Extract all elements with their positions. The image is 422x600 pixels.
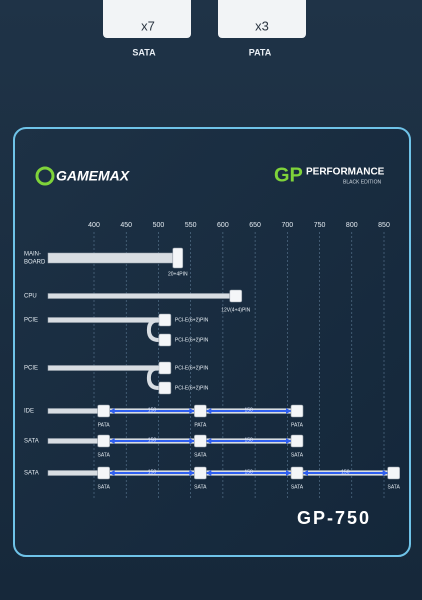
count: x3 [255, 18, 269, 33]
connector-label: PATA [291, 422, 304, 428]
cable-label: SATA [24, 471, 39, 477]
connector [290, 466, 304, 480]
connector-label: SATA [194, 484, 207, 490]
connector-label: PCI-E(6+2)PIN [175, 337, 209, 343]
scale-tick-label: 450 [120, 222, 132, 229]
connector-label: PCI-E(6+2)PIN [175, 385, 209, 391]
cable-label: MAIN- [24, 252, 41, 258]
cable-diagram: 400 450 500 550 600 650 700 750 800 850 MAIN- BOARD… [24, 222, 400, 500]
connector [194, 434, 207, 448]
count: x7 [141, 18, 155, 33]
span-label: 150 [148, 469, 157, 475]
connector [158, 381, 172, 395]
connector [158, 361, 172, 375]
connector [229, 289, 243, 303]
scale-tick-label: 750 [314, 222, 326, 229]
connector-label: SATA [98, 452, 111, 458]
connector [290, 404, 304, 418]
connector [97, 434, 110, 448]
series-subline: BLACK EDITION [343, 179, 381, 185]
connector-label: 20+4PIN [168, 271, 188, 277]
cable-label: PCIE [24, 318, 38, 324]
cable-label: BOARD [24, 260, 46, 266]
connector-label: SATA [291, 452, 304, 458]
cable [47, 252, 179, 264]
connector-label: SATA [291, 484, 304, 490]
cable [47, 293, 237, 299]
connector [194, 466, 207, 480]
scale-tick-label: 850 [378, 222, 390, 229]
connector [158, 333, 172, 347]
cable [47, 365, 166, 371]
connector [290, 434, 304, 448]
cable-label: CPU [24, 294, 37, 300]
model: GP-750 [297, 508, 371, 528]
item-label: SATA [132, 47, 156, 57]
scale-tick-label: 500 [153, 222, 165, 229]
series: GP [274, 164, 303, 186]
connector-label: PCI-E(6+2)PIN [175, 317, 209, 323]
connector-label: PATA [194, 422, 207, 428]
span-label: 150 [148, 437, 157, 443]
series-line: PERFORMANCE [306, 167, 385, 178]
brand-logo: GAMEMAX [56, 168, 131, 184]
cable [47, 317, 166, 323]
scale-tick-label: 650 [249, 222, 261, 229]
scale-tick-label: 550 [185, 222, 197, 229]
pata-box [218, 0, 306, 38]
connector-label: 12V(4+4)PIN [221, 307, 250, 313]
cable-label: PCIE [24, 366, 38, 372]
span-label: 150 [341, 469, 350, 475]
connector [387, 466, 400, 480]
connector [97, 404, 110, 418]
connector-label: SATA [194, 452, 207, 458]
sata-box [103, 0, 191, 38]
item-label: PATA [249, 47, 272, 57]
scale-tick-label: 700 [281, 222, 293, 229]
connector-label: SATA [98, 484, 111, 490]
scale-tick-label: 600 [217, 222, 229, 229]
connector-label: PCI-E(6+2)PIN [175, 365, 209, 371]
connector [97, 466, 110, 480]
connector [158, 313, 172, 327]
span-label: 150 [244, 407, 253, 413]
span-label: 150 [244, 437, 253, 443]
cable-label: IDE [24, 409, 34, 415]
cable-label: SATA [24, 439, 39, 445]
span-label: 150 [148, 407, 157, 413]
span-label: 150 [244, 469, 253, 475]
panel [13, 127, 411, 557]
scale-tick-label: 800 [346, 222, 358, 229]
scale-tick-label: 400 [88, 222, 100, 229]
cable-branch [146, 366, 160, 390]
connector-label: SATA [388, 484, 401, 490]
logo-icon [35, 166, 55, 186]
cable-branch [146, 318, 160, 342]
connector-label: PATA [98, 422, 111, 428]
connector [194, 404, 207, 418]
connector [172, 247, 184, 269]
